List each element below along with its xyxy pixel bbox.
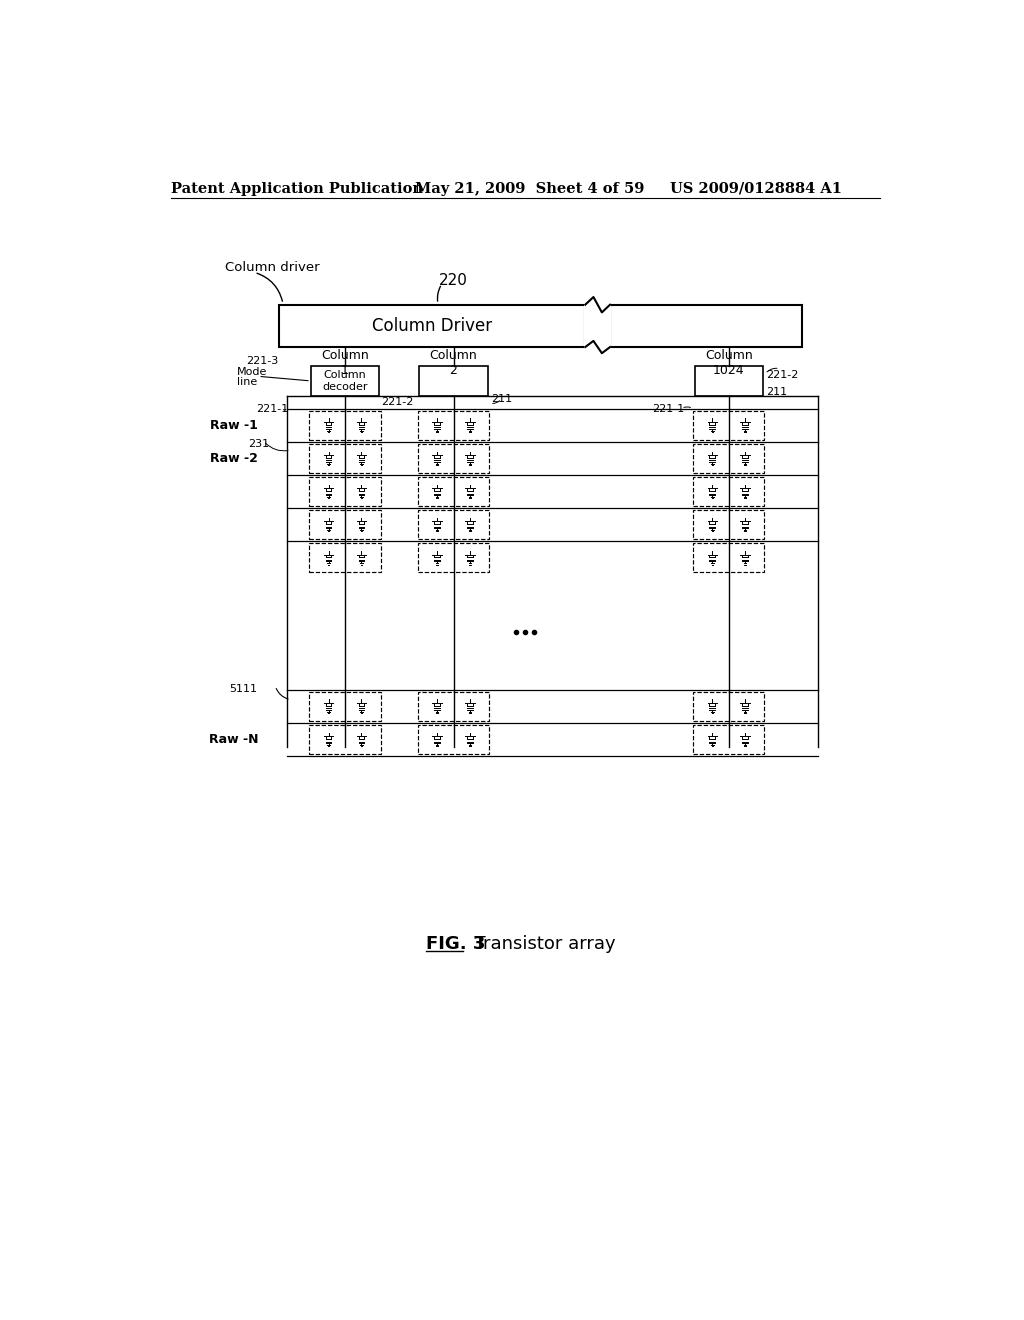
Bar	[309, 725, 381, 754]
Text: FIG. 3: FIG. 3	[426, 935, 485, 953]
Text: Column
1: Column 1	[322, 348, 369, 376]
Bar	[418, 444, 489, 473]
Bar	[693, 411, 764, 440]
Text: Column
1024: Column 1024	[705, 348, 753, 376]
Text: 221-1: 221-1	[652, 404, 684, 414]
Text: Mode: Mode	[237, 367, 267, 378]
Bar	[309, 510, 381, 539]
Bar	[694, 367, 763, 396]
Bar	[420, 367, 487, 396]
Bar	[309, 692, 381, 721]
Text: May 21, 2009  Sheet 4 of 59: May 21, 2009 Sheet 4 of 59	[415, 182, 644, 195]
Text: 220: 220	[439, 272, 468, 288]
Text: US 2009/0128884 A1: US 2009/0128884 A1	[671, 182, 843, 195]
Text: 5111: 5111	[228, 684, 257, 693]
Text: 221-1: 221-1	[256, 404, 288, 414]
Bar	[418, 725, 489, 754]
Bar	[309, 411, 381, 440]
Bar	[693, 692, 764, 721]
Bar	[693, 444, 764, 473]
Text: line: line	[237, 376, 257, 387]
Text: Raw -2: Raw -2	[210, 451, 258, 465]
Bar	[418, 543, 489, 573]
Bar	[418, 477, 489, 506]
Text: Column
decoder: Column decoder	[323, 370, 368, 392]
Bar	[418, 510, 489, 539]
Text: 211: 211	[767, 387, 787, 397]
Text: Transistor array: Transistor array	[463, 935, 615, 953]
Bar	[309, 543, 381, 573]
Text: Column
2: Column 2	[430, 348, 477, 376]
Bar	[418, 692, 489, 721]
Bar	[585, 304, 611, 348]
Bar	[418, 411, 489, 440]
Bar	[693, 543, 764, 573]
Text: 221-3: 221-3	[246, 356, 279, 366]
Text: Raw -N: Raw -N	[209, 733, 258, 746]
Bar	[311, 367, 379, 396]
Text: 221-2: 221-2	[767, 370, 799, 380]
Bar	[309, 444, 381, 473]
Text: 231: 231	[248, 438, 269, 449]
Bar	[693, 510, 764, 539]
Bar	[280, 305, 586, 347]
Bar	[309, 477, 381, 506]
Bar	[693, 477, 764, 506]
Text: 221-2: 221-2	[381, 397, 413, 407]
Bar	[693, 725, 764, 754]
Text: Patent Application Publication: Patent Application Publication	[171, 182, 423, 195]
Text: Column driver: Column driver	[225, 261, 319, 275]
Bar	[610, 305, 802, 347]
Text: Raw -1: Raw -1	[210, 418, 258, 432]
Text: Column Driver: Column Driver	[372, 317, 493, 335]
Text: 211: 211	[492, 395, 513, 404]
